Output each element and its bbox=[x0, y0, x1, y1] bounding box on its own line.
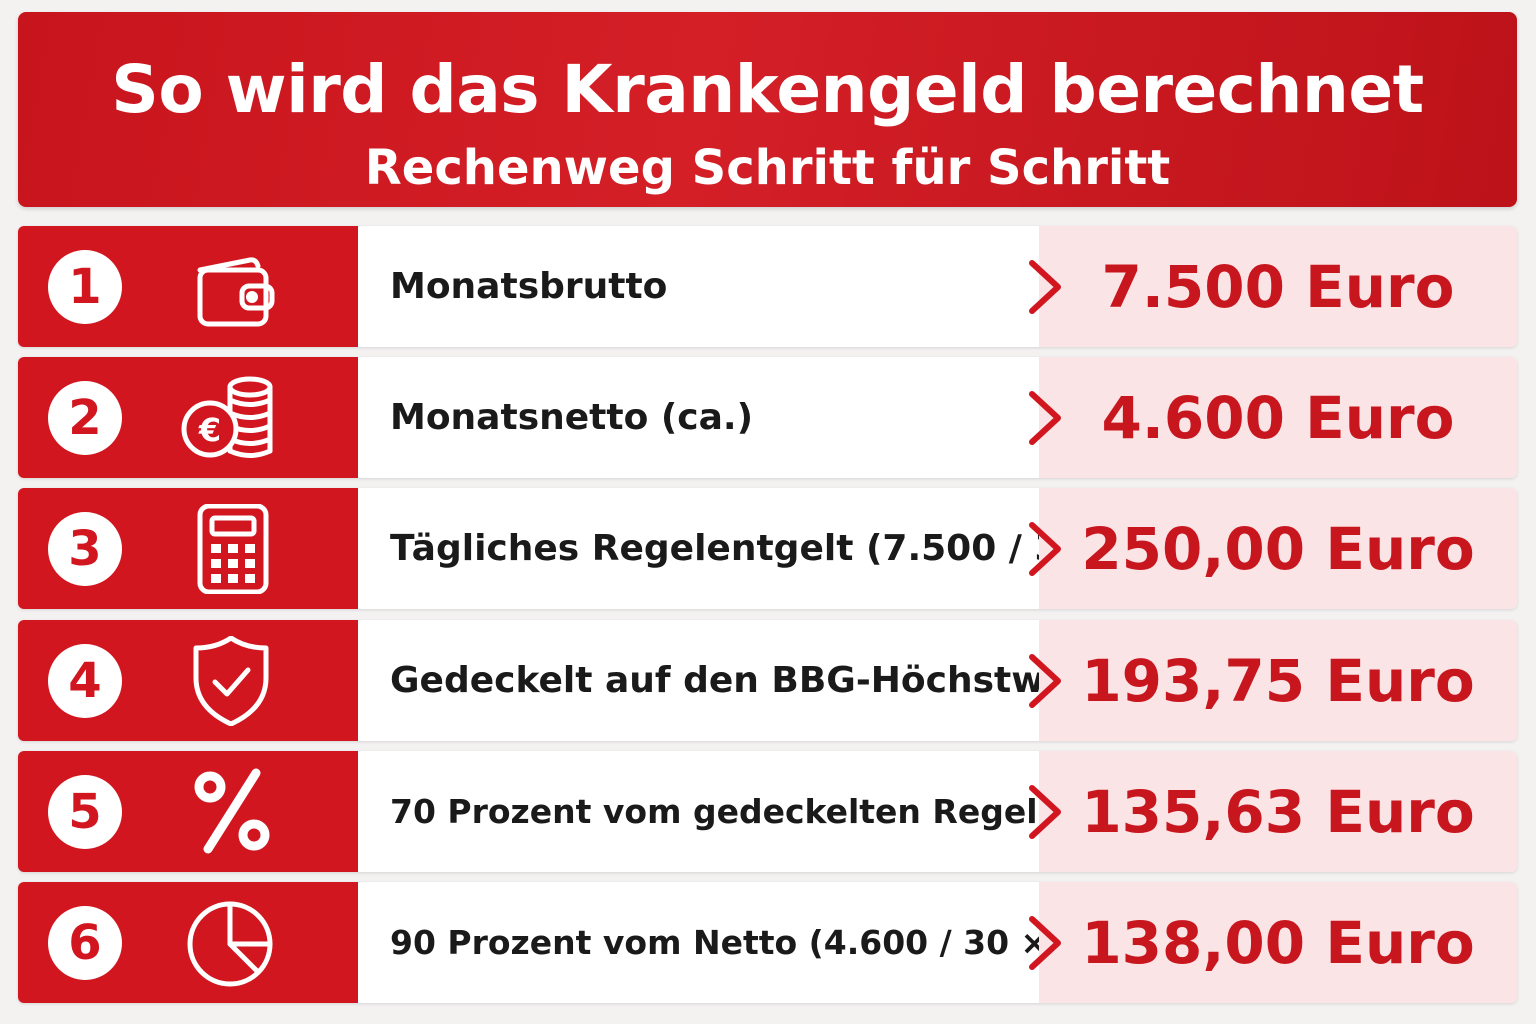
step-label: 90 Prozent vom Netto (4.600 / 30 × 0,9) bbox=[390, 923, 1134, 962]
step-value: 135,63 Euro bbox=[1081, 777, 1475, 846]
step-row-3: 3 Tägliches Regelentgelt (7.500 / 30) 25… bbox=[18, 488, 1517, 609]
calculator-icon bbox=[180, 503, 280, 595]
step-row-5: 5 70 Prozent vom gedeckelten Regelentgel… bbox=[18, 751, 1517, 872]
step-row-6: 6 90 Prozent vom Netto (4.600 / 30 × 0,9… bbox=[18, 882, 1517, 1003]
step-row-1: 1 Monatsbrutto 7.500 Euro bbox=[18, 226, 1517, 347]
step-label: Gedeckelt auf den BBG-Höchstwert bbox=[390, 660, 1104, 701]
step-value: 138,00 Euro bbox=[1081, 908, 1475, 977]
chevron-right-icon bbox=[1024, 915, 1064, 971]
value-area bbox=[1039, 488, 1517, 609]
step-value: 7.500 Euro bbox=[1101, 252, 1455, 321]
step-number: 4 bbox=[48, 644, 122, 718]
header-banner: So wird das Krankengeld berechnet Rechen… bbox=[18, 12, 1517, 207]
step-value: 250,00 Euro bbox=[1081, 514, 1475, 583]
step-number: 2 bbox=[48, 381, 122, 455]
step-row-2: 2 € Monatsnetto (ca.) 4.600 Euro bbox=[18, 357, 1517, 478]
step-label: Monatsnetto (ca.) bbox=[390, 397, 754, 438]
step-number: 1 bbox=[48, 250, 122, 324]
value-area bbox=[1039, 882, 1517, 1003]
step-number: 5 bbox=[48, 775, 122, 849]
step-label: Tägliches Regelentgelt (7.500 / 30) bbox=[390, 528, 1102, 569]
pie-chart-icon bbox=[180, 898, 280, 988]
step-label: Monatsbrutto bbox=[390, 266, 668, 307]
shield-check-icon bbox=[180, 635, 280, 727]
euro-coins-icon: € bbox=[180, 373, 280, 463]
step-number: 3 bbox=[48, 512, 122, 586]
step-value: 4.600 Euro bbox=[1101, 383, 1455, 452]
value-area bbox=[1039, 751, 1517, 872]
chevron-right-icon bbox=[1024, 390, 1064, 446]
step-row-4: 4 Gedeckelt auf den BBG-Höchstwert 193,7… bbox=[18, 620, 1517, 741]
step-number: 6 bbox=[48, 906, 122, 980]
value-area bbox=[1039, 226, 1517, 347]
chevron-right-icon bbox=[1024, 521, 1064, 577]
svg-text:€: € bbox=[198, 411, 221, 449]
chevron-right-icon bbox=[1024, 653, 1064, 709]
percent-icon bbox=[180, 767, 280, 857]
page-title: So wird das Krankengeld berechnet bbox=[111, 51, 1424, 128]
value-area bbox=[1039, 357, 1517, 478]
chevron-right-icon bbox=[1024, 784, 1064, 840]
page-subtitle: Rechenweg Schritt für Schritt bbox=[364, 140, 1171, 196]
wallet-icon bbox=[180, 242, 280, 332]
chevron-right-icon bbox=[1024, 259, 1064, 315]
value-area bbox=[1039, 620, 1517, 741]
step-value: 193,75 Euro bbox=[1081, 646, 1475, 715]
